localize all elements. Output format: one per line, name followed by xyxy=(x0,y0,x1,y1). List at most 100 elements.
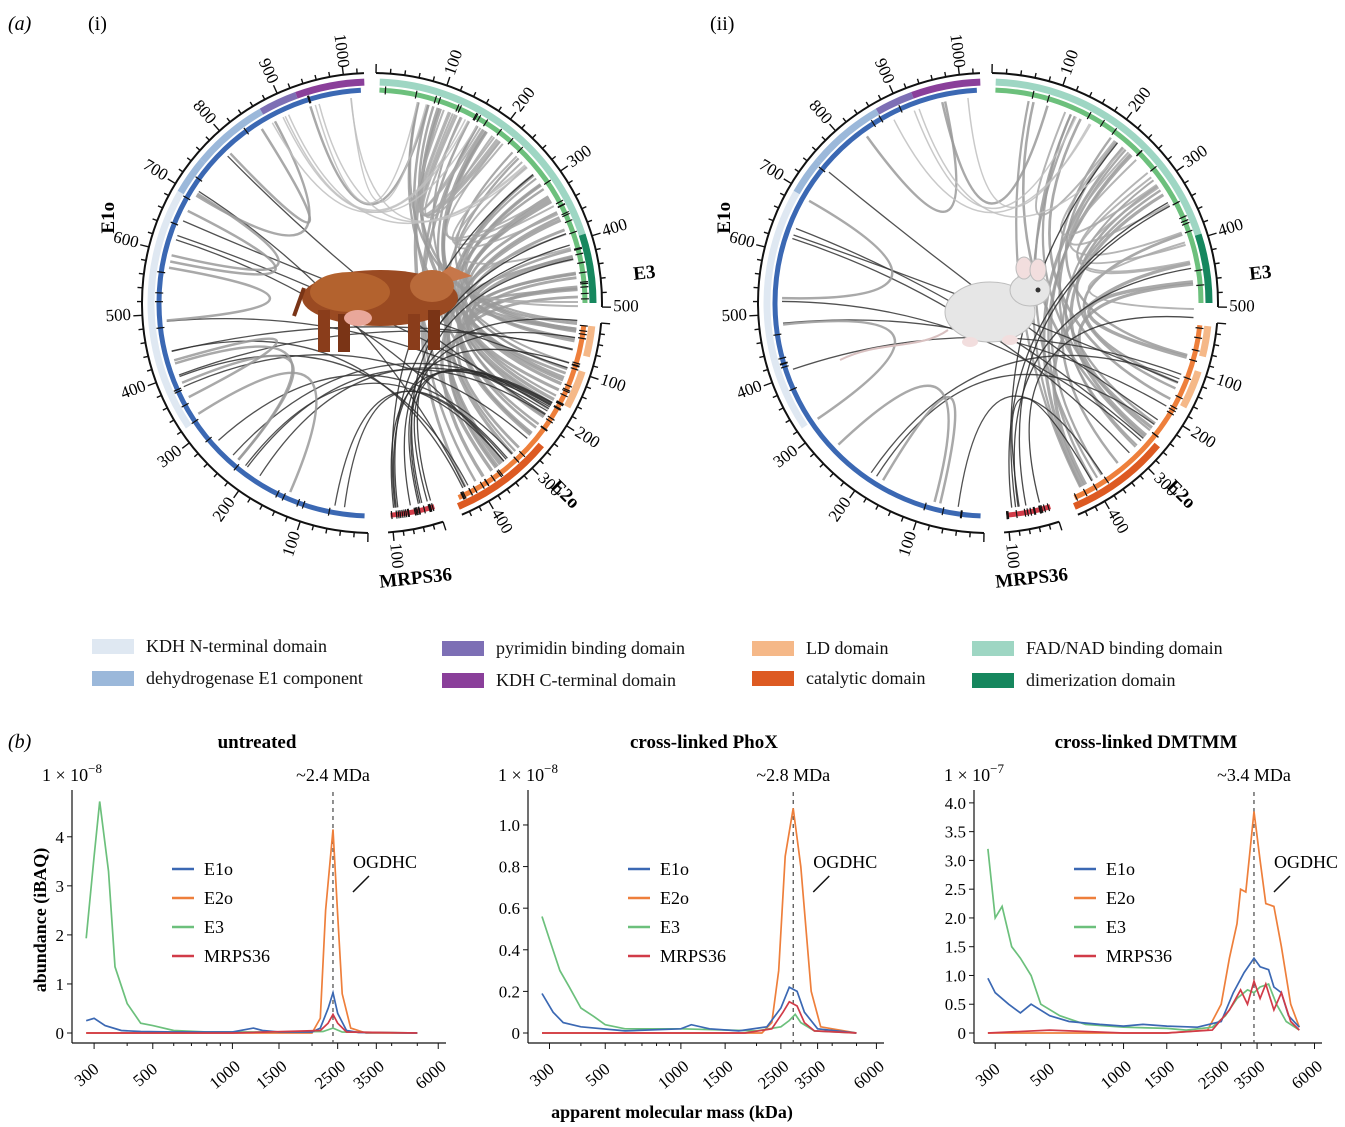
lysine-mark xyxy=(1099,119,1106,128)
axis-tick xyxy=(147,231,153,235)
tick-label: 500 xyxy=(105,305,131,325)
axis-tick xyxy=(472,91,477,97)
axis-tick xyxy=(531,134,537,139)
legend-label-mrps36: MRPS36 xyxy=(660,946,726,966)
tick-label: 400 xyxy=(1104,505,1133,537)
axis-tick xyxy=(900,516,904,522)
legend-label-e1o: E1o xyxy=(1106,859,1135,879)
axis-tick xyxy=(821,136,826,141)
lysine-mark xyxy=(1194,336,1203,340)
legend-item-dimerization: dimerization domain xyxy=(972,670,1175,691)
domain-track xyxy=(995,78,1202,236)
lysine-mark xyxy=(191,418,199,425)
axis-tick xyxy=(193,453,199,458)
lysine-mark xyxy=(174,389,183,394)
axis-tick xyxy=(432,76,436,82)
lysine-mark xyxy=(407,508,411,517)
x-tick-label: 1500 xyxy=(1140,1057,1178,1093)
lysine-mark xyxy=(1149,165,1157,172)
axis-tick xyxy=(272,84,278,94)
x-tick-label: 6000 xyxy=(850,1057,888,1093)
lysine-mark xyxy=(181,402,189,408)
axis-tick xyxy=(523,475,528,480)
lysine-mark xyxy=(243,127,250,135)
axis-tick xyxy=(1147,134,1153,139)
axis-tick xyxy=(140,258,147,262)
y-tick-label: 3 xyxy=(56,877,65,896)
legend-item-kdh-n-terminal: KDH N-terminal domain xyxy=(92,636,327,657)
series-line-mrps36 xyxy=(86,1012,418,1034)
domain-track xyxy=(578,233,597,304)
lysine-mark xyxy=(1136,149,1143,157)
lysine-mark xyxy=(1033,506,1037,515)
crosslink xyxy=(782,199,894,300)
legend-label: KDH C-terminal domain xyxy=(496,670,676,690)
axis-tick xyxy=(595,354,601,358)
crosslink xyxy=(314,101,419,204)
axis-tick xyxy=(497,495,502,500)
lysine-mark xyxy=(870,119,877,128)
y-tick-label: 0.5 xyxy=(945,995,966,1014)
legend-item-ld-domain: LD domain xyxy=(752,638,889,659)
lysine-mark xyxy=(401,509,404,518)
legend-label-e2o: E2o xyxy=(204,888,233,908)
lysine-mark xyxy=(578,271,587,274)
axis-tick xyxy=(593,365,599,369)
tick-label: 300 xyxy=(769,441,801,472)
axis-tick xyxy=(575,192,581,197)
panel-label-ii: (ii) xyxy=(710,13,734,35)
lysine-mark xyxy=(428,503,432,513)
axis-tick xyxy=(284,516,288,522)
tick-label: 100 xyxy=(894,529,920,559)
axis-tick xyxy=(422,527,426,533)
sequence-track xyxy=(1073,325,1203,500)
segment-outline xyxy=(757,72,985,534)
crosslink xyxy=(287,114,526,225)
crosslink xyxy=(173,337,279,399)
lysine-mark xyxy=(157,271,166,274)
x-tick-label: 1500 xyxy=(252,1057,290,1093)
panel-label-b: (b) xyxy=(8,731,32,753)
legend-label-mrps36: MRPS36 xyxy=(1106,946,1172,966)
segment-outline xyxy=(1077,322,1219,516)
lysine-mark xyxy=(1029,507,1033,516)
axis-tick xyxy=(515,482,520,487)
axis-tick xyxy=(809,453,815,458)
lysine-mark xyxy=(1195,326,1204,330)
axis-tick xyxy=(402,530,405,536)
tick-label: 900 xyxy=(255,55,283,86)
y-multiplier-exponent: −7 xyxy=(990,761,1004,776)
crosslink xyxy=(334,390,507,506)
axis-tick xyxy=(311,525,315,531)
axis-tick xyxy=(147,381,157,387)
y-tick-label: 1.5 xyxy=(945,938,966,957)
crosslink xyxy=(343,390,508,508)
axis-tick xyxy=(1215,333,1221,336)
axis-tick xyxy=(840,481,845,487)
legend-label: pyrimidin binding domain xyxy=(496,638,685,658)
lysine-mark xyxy=(1073,493,1079,501)
crosslink xyxy=(957,395,1104,507)
chart-panel-1: untreated 1 × 10−8 0 1 2 3 4 300 500 1000 1500 2500… xyxy=(42,732,450,1093)
axis-tick xyxy=(418,72,421,79)
crosslink xyxy=(457,166,571,265)
crosslink xyxy=(913,110,1077,210)
axis-tick xyxy=(1114,106,1118,112)
axis-tick xyxy=(1197,206,1203,210)
axis-tick xyxy=(903,83,907,89)
lysine-mark xyxy=(173,387,182,392)
lysine-mark xyxy=(545,418,554,424)
axis-tick xyxy=(1162,451,1168,456)
lysine-mark xyxy=(578,337,587,340)
axis-tick xyxy=(1207,232,1217,237)
x-tick-label: 3500 xyxy=(791,1057,829,1093)
lysine-mark xyxy=(1015,510,1018,519)
crosslink xyxy=(457,228,566,435)
lysine-mark xyxy=(557,203,566,209)
crosslink xyxy=(1082,233,1183,384)
lysine-mark xyxy=(560,392,568,398)
crosslink xyxy=(408,102,577,333)
legend-swatch xyxy=(92,639,134,654)
lysine-mark xyxy=(518,450,526,458)
axis-tick xyxy=(581,396,587,400)
